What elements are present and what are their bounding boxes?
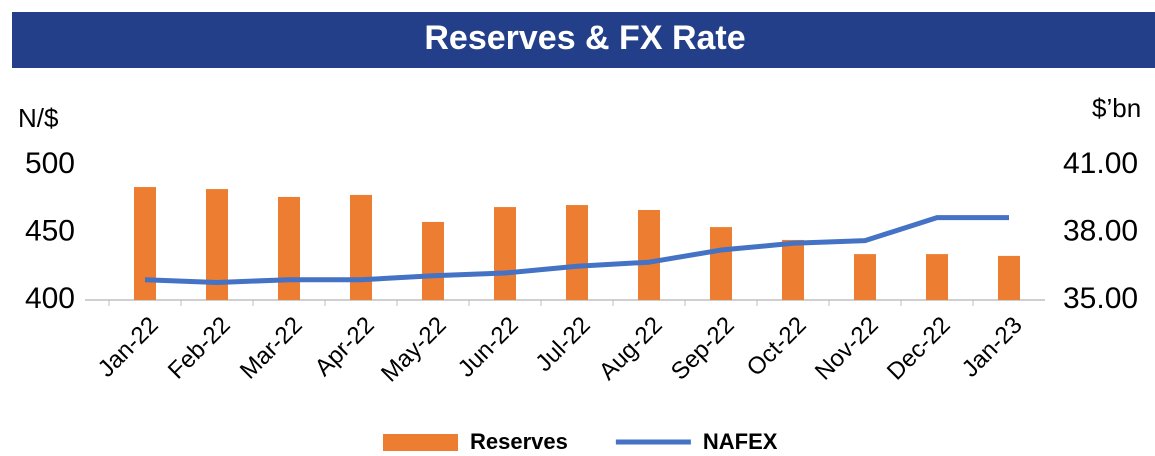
line [144,215,1009,285]
x-tick-label: Aug-22 [594,312,668,386]
bar [278,196,300,300]
bar [494,207,516,300]
x-tick-label: Oct-22 [742,312,812,382]
bar [926,254,948,300]
x-tick-label: Jun-22 [453,312,524,383]
y2-tick-label: 41.00 [1063,147,1138,180]
y2-axis-label: $’bn [1092,93,1141,123]
bar [566,205,588,300]
x-tick-label: Nov-22 [810,312,884,386]
x-tick-label: Sep-22 [666,312,740,386]
y2-tick-label: 35.00 [1063,282,1138,315]
y-axis-label: N/$ [18,103,59,133]
x-tick-label: Apr-22 [310,312,380,382]
x-tick-label: Jan-23 [957,312,1028,383]
legend-label: NAFEX [703,429,778,454]
y2-tick-label: 38.00 [1063,214,1138,247]
x-tick-label: Feb-22 [163,312,236,385]
x-tick-label: Jan-22 [93,312,164,383]
bar [638,210,660,300]
bar [710,227,732,300]
bar [422,221,444,300]
x-tick-label: May-22 [376,312,452,388]
bar [134,187,156,300]
bar [782,239,804,300]
title-bar [12,12,1155,68]
x-tick-label: Mar-22 [235,312,308,385]
chart-title: Reserves & FX Rate [424,19,745,57]
x-tick-label: Dec-22 [882,312,956,386]
bar [350,194,372,300]
legend-label: Reserves [470,429,568,454]
y-tick-label: 400 [25,282,75,315]
bar [998,255,1020,300]
legend-swatch [383,434,458,451]
bar [206,189,228,300]
y-tick-label: 500 [25,147,75,180]
x-tick-label: Jul-22 [530,312,595,377]
y-tick-label: 450 [25,214,75,247]
bar [854,254,876,300]
